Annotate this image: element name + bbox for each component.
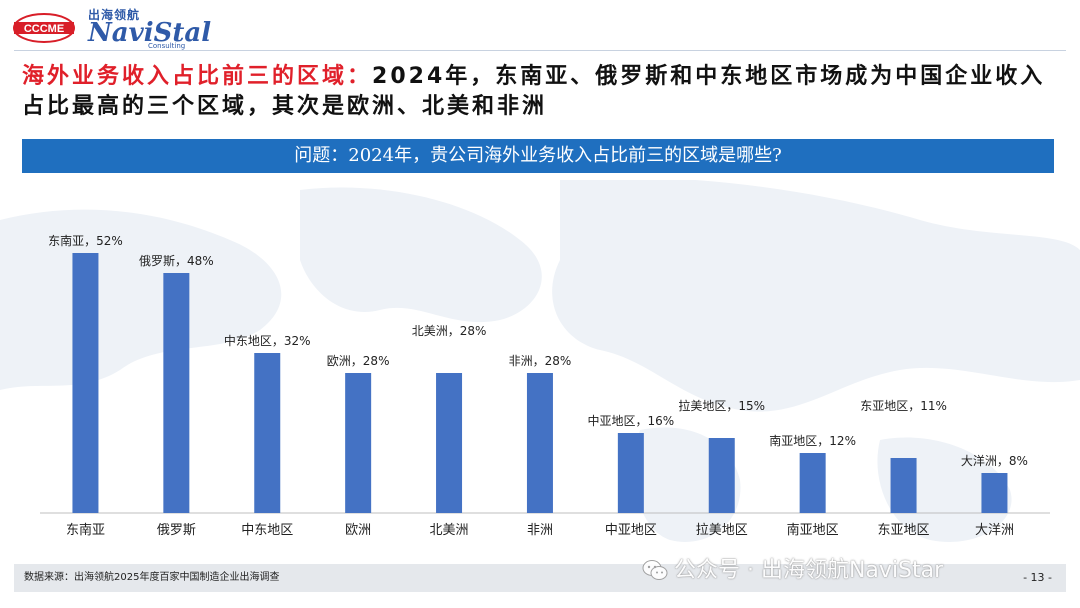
logo-cn-text: 出海领航: [88, 8, 141, 22]
bar-7: [708, 438, 735, 513]
wechat-icon: [642, 560, 668, 580]
bar-6: [617, 433, 644, 513]
data-label-9: 东亚地区，11%: [860, 399, 947, 413]
x-tick-label-1: 俄罗斯: [157, 523, 196, 538]
watermark: 公众号 · 出海领航NaviStar: [642, 552, 943, 584]
x-tick-label-8: 南亚地区: [787, 522, 839, 538]
world-map-background: [0, 180, 1080, 542]
bar-5: [526, 373, 553, 513]
data-label-3: 欧洲，28%: [327, 354, 390, 368]
x-tick-label-7: 拉美地区: [696, 523, 748, 538]
page-number: - 13 -: [1023, 571, 1052, 584]
bar-chart: 东南亚 东南亚，52% 俄罗斯 俄罗斯，48% 中东地区 中东地区，32% 欧洲 欧洲，28%…: [40, 233, 1050, 538]
x-tick-label-2: 中东地区: [241, 523, 293, 538]
data-label-7: 拉美地区，15%: [678, 398, 765, 413]
page-headline: 海外业务收入占比前三的区域：2024年，东南亚、俄罗斯和中东地区市场成为中国企业…: [22, 62, 1062, 122]
bar-9: [890, 458, 917, 513]
bar-4: [436, 373, 463, 513]
x-tick-label-0: 东南亚: [66, 522, 105, 538]
x-tick-label-5: 非洲: [527, 523, 553, 538]
navistar-logo: 出海领航 NaviStal Consulting: [88, 6, 211, 50]
bar-8: [799, 453, 826, 513]
x-tick-label-4: 北美洲: [430, 523, 469, 538]
bar-1: [163, 273, 190, 513]
bar-2: [254, 353, 281, 513]
data-label-4: 北美洲，28%: [412, 324, 487, 338]
footer-bar: 数据来源：出海领航2025年度百家中国制造企业出海调查 - 13 -: [14, 564, 1066, 592]
cccme-logo: CCCME: [13, 13, 75, 43]
x-tick-label-10: 大洋洲: [975, 523, 1014, 538]
logo-en-text: NaviStal: [88, 18, 212, 48]
x-tick-label-9: 东亚地区: [878, 523, 930, 538]
logo-sub-text: Consulting: [148, 42, 186, 50]
data-label-6: 中亚地区，16%: [588, 413, 675, 428]
cccme-logo-text: CCCME: [24, 23, 64, 35]
header-divider: [14, 50, 1066, 51]
bar-0: [72, 253, 99, 513]
bar-10: [981, 473, 1008, 513]
question-banner: 问题：2024年，贵公司海外业务收入占比前三的区域是哪些?: [22, 139, 1054, 173]
x-tick-label-6: 中亚地区: [605, 523, 657, 538]
data-label-0: 东南亚，52%: [48, 233, 123, 248]
data-label-1: 俄罗斯，48%: [139, 254, 214, 268]
data-label-5: 非洲，28%: [509, 354, 572, 368]
headline-highlight: 海外业务收入占比前三的区域：: [22, 64, 373, 89]
question-text: 问题：2024年，贵公司海外业务收入占比前三的区域是哪些?: [294, 145, 782, 166]
bar-3: [345, 373, 372, 513]
x-tick-label-3: 欧洲: [345, 523, 371, 538]
watermark-text: 公众号 · 出海领航NaviStar: [674, 558, 944, 583]
data-source: 数据来源：出海领航2025年度百家中国制造企业出海调查: [24, 572, 280, 583]
data-label-8: 南亚地区，12%: [769, 433, 856, 448]
data-label-2: 中东地区，32%: [224, 333, 311, 348]
headline-rest: 2024年，东南亚、俄罗斯和中东地区市场成为中国企业收入占比最高的三个区域，其次…: [22, 64, 1046, 119]
data-label-10: 大洋洲，8%: [961, 453, 1028, 468]
